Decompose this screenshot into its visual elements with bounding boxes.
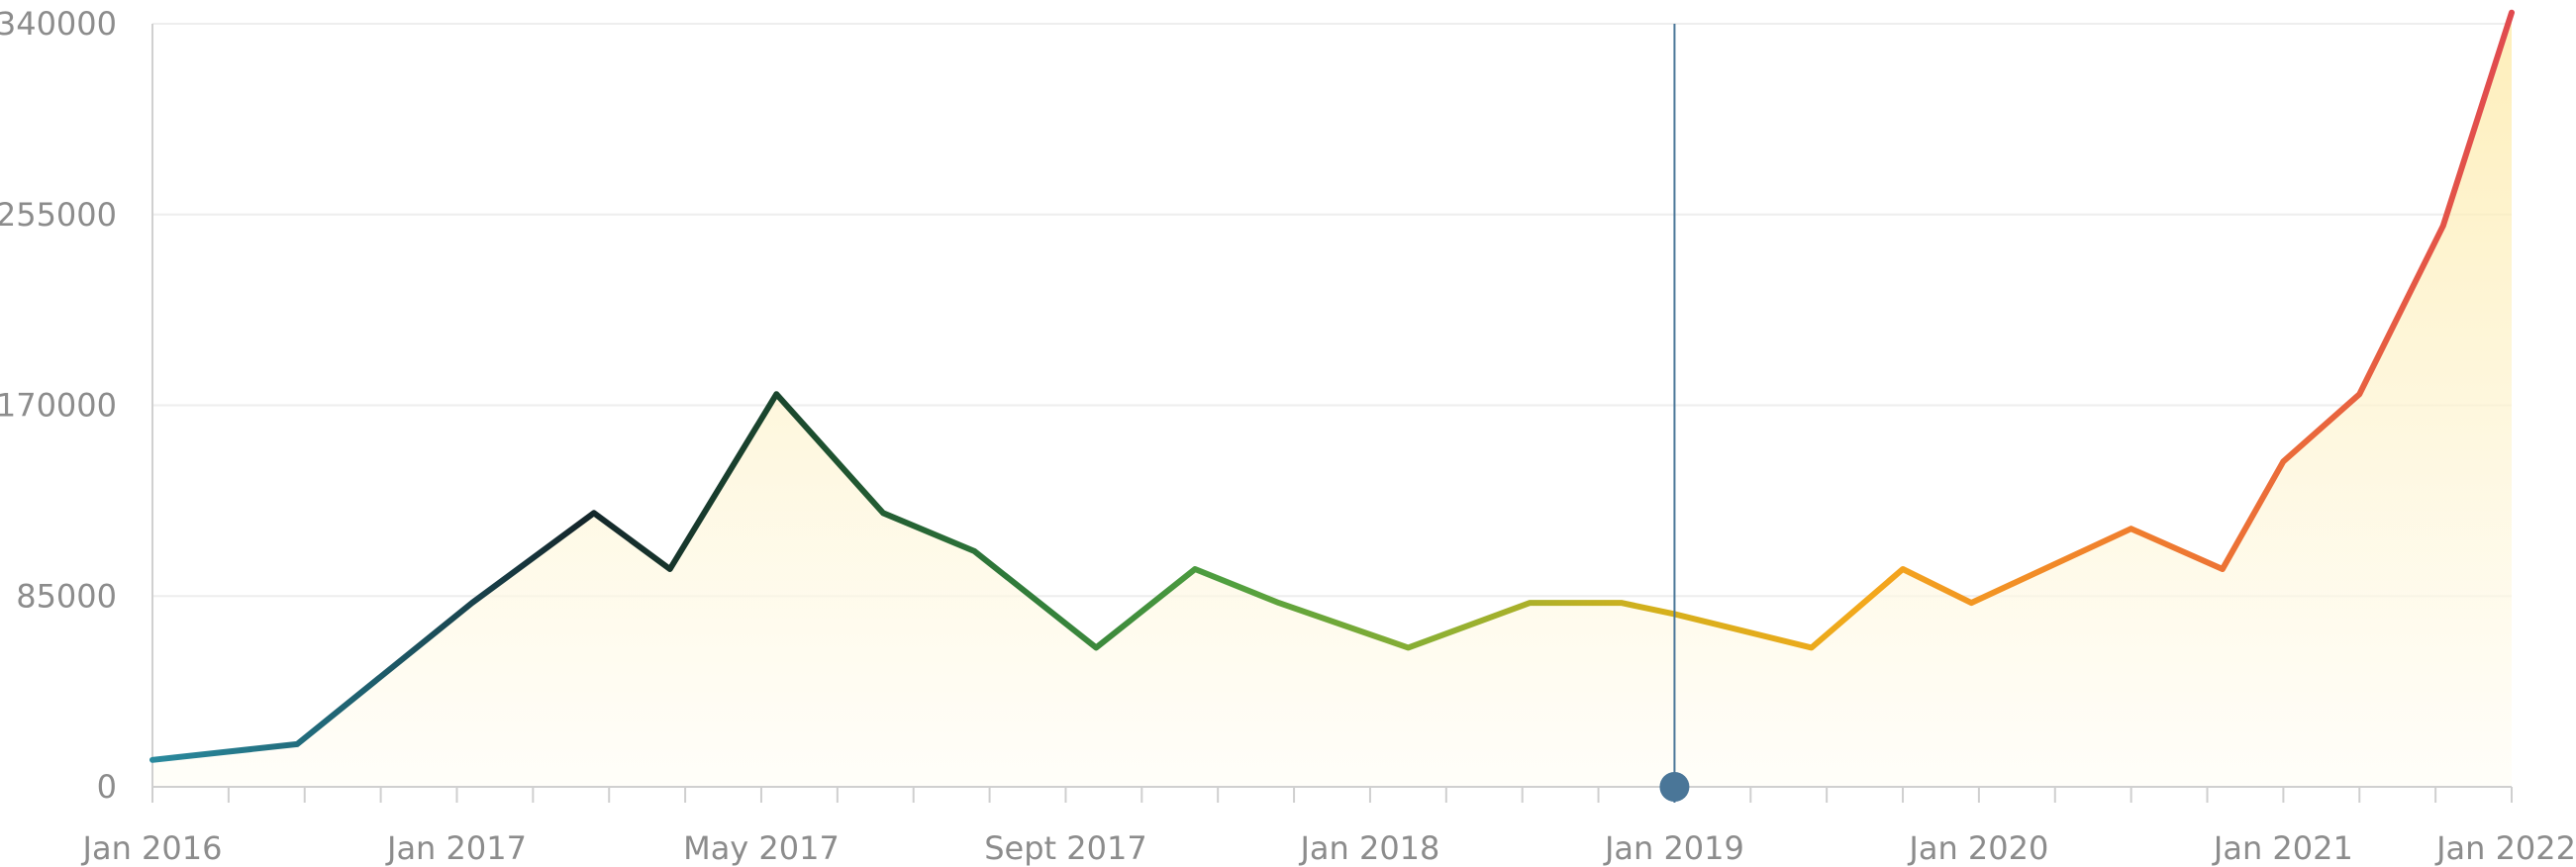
x-tick-label: Jan 2020 xyxy=(1907,829,2048,867)
y-tick-label: 0 xyxy=(97,768,117,806)
y-tick-label: 255000 xyxy=(0,196,117,234)
x-tick-label: Jan 2016 xyxy=(81,829,223,867)
x-tick-label: Jan 2022 xyxy=(2434,829,2576,867)
x-tick-label: Sept 2017 xyxy=(984,829,1146,867)
x-tick-label: Jan 2017 xyxy=(385,829,527,867)
series-line xyxy=(149,9,2515,763)
area-fill xyxy=(152,12,2512,787)
gridlines xyxy=(152,23,2512,598)
y-tick-label: 340000 xyxy=(0,5,117,43)
crosshair-handle[interactable] xyxy=(1659,772,1690,802)
y-tick-label: 85000 xyxy=(16,577,117,615)
y-tick-label: 170000 xyxy=(0,387,117,425)
x-tick-label: Jan 2019 xyxy=(1603,829,1744,867)
x-tick-label: Jan 2021 xyxy=(2212,829,2353,867)
x-axis-labels: Jan 2016 Jan 2017 May 2017 Sept 2017 Jan 201… xyxy=(81,829,2576,867)
x-tick-label: Jan 2018 xyxy=(1298,829,1439,867)
x-axis-ticks xyxy=(151,787,2513,803)
y-axis-labels: 0 85000 170000 255000 340000 xyxy=(0,5,117,806)
x-tick-label: May 2017 xyxy=(683,829,840,867)
